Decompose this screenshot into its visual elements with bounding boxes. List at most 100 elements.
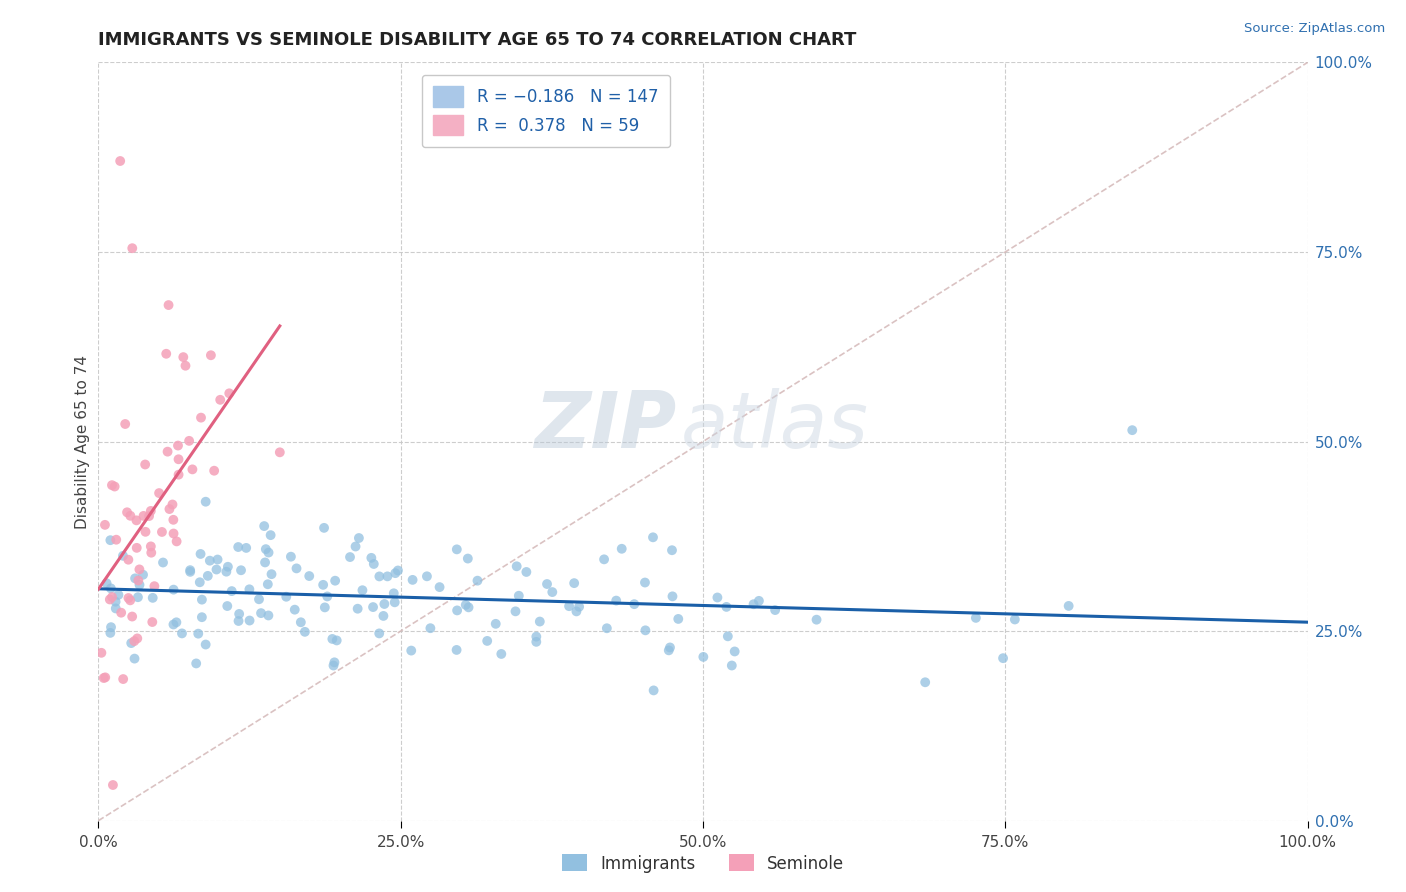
Point <box>197 569 219 583</box>
Point <box>205 562 228 576</box>
Point <box>294 624 316 639</box>
Point <box>98 592 121 607</box>
Point <box>1004 612 1026 626</box>
Point <box>115 505 138 519</box>
Point <box>429 580 451 594</box>
Point <box>209 392 232 407</box>
Point <box>373 597 395 611</box>
Point <box>387 564 409 578</box>
Legend: R = −0.186   N = 147, R =  0.378   N = 59: R = −0.186 N = 147, R = 0.378 N = 59 <box>422 75 669 147</box>
Point <box>191 610 214 624</box>
Point <box>322 658 344 673</box>
Point <box>666 612 689 626</box>
Point <box>541 585 564 599</box>
Point <box>226 540 249 554</box>
Point <box>641 530 664 544</box>
Point <box>716 599 738 614</box>
Point <box>94 670 117 684</box>
Point <box>198 554 221 568</box>
Point <box>401 573 423 587</box>
Point <box>120 636 142 650</box>
Point <box>235 541 257 555</box>
Point <box>94 517 117 532</box>
Point <box>290 615 312 630</box>
Point <box>706 591 728 605</box>
Point <box>382 586 405 600</box>
Point <box>93 671 115 685</box>
Point <box>377 569 399 583</box>
Point <box>312 578 335 592</box>
Point <box>256 577 278 591</box>
Point <box>565 604 588 618</box>
Point <box>316 590 339 604</box>
Point <box>157 298 180 312</box>
Point <box>152 556 174 570</box>
Point <box>128 562 150 576</box>
Point <box>100 620 122 634</box>
Y-axis label: Disability Age 65 to 74: Disability Age 65 to 74 <box>75 354 90 529</box>
Point <box>139 504 162 518</box>
Point <box>228 614 250 628</box>
Point <box>1057 599 1080 613</box>
Point <box>90 646 112 660</box>
Point <box>634 624 657 638</box>
Point <box>132 567 155 582</box>
Point <box>593 552 616 566</box>
Point <box>260 567 283 582</box>
Point <box>384 566 406 581</box>
Point <box>914 675 936 690</box>
Point <box>257 608 280 623</box>
Point <box>285 561 308 575</box>
Point <box>399 643 422 657</box>
Text: Source: ZipAtlas.com: Source: ZipAtlas.com <box>1244 22 1385 36</box>
Point <box>166 534 188 549</box>
Point <box>384 595 406 609</box>
Point <box>352 583 374 598</box>
Point <box>125 513 148 527</box>
Point <box>536 577 558 591</box>
Point <box>112 672 135 686</box>
Point <box>194 638 217 652</box>
Point <box>117 552 139 566</box>
Point <box>806 613 828 627</box>
Point <box>238 582 260 597</box>
Point <box>254 556 277 570</box>
Point <box>253 519 276 533</box>
Point <box>132 508 155 523</box>
Point <box>122 634 145 648</box>
Point <box>104 601 127 615</box>
Point <box>170 626 193 640</box>
Point <box>190 410 212 425</box>
Point <box>524 635 547 649</box>
Point <box>155 347 177 361</box>
Point <box>228 607 250 621</box>
Point <box>991 651 1014 665</box>
Point <box>485 616 508 631</box>
Point <box>325 633 347 648</box>
Point <box>312 521 335 535</box>
Point <box>446 643 468 657</box>
Point <box>742 597 765 611</box>
Point <box>128 578 150 592</box>
Point <box>104 595 127 609</box>
Point <box>558 599 581 614</box>
Point <box>159 502 181 516</box>
Point <box>692 649 714 664</box>
Point <box>121 241 143 255</box>
Point <box>659 640 682 655</box>
Point <box>111 549 134 563</box>
Point <box>110 606 132 620</box>
Point <box>127 591 149 605</box>
Point <box>156 444 179 458</box>
Point <box>188 575 211 590</box>
Point <box>347 531 370 545</box>
Point <box>108 153 131 168</box>
Point <box>167 438 190 452</box>
Point <box>568 599 591 614</box>
Point <box>323 574 346 588</box>
Point <box>457 600 479 615</box>
Point <box>368 626 391 640</box>
Point <box>217 599 239 613</box>
Point <box>221 584 243 599</box>
Point <box>101 590 124 604</box>
